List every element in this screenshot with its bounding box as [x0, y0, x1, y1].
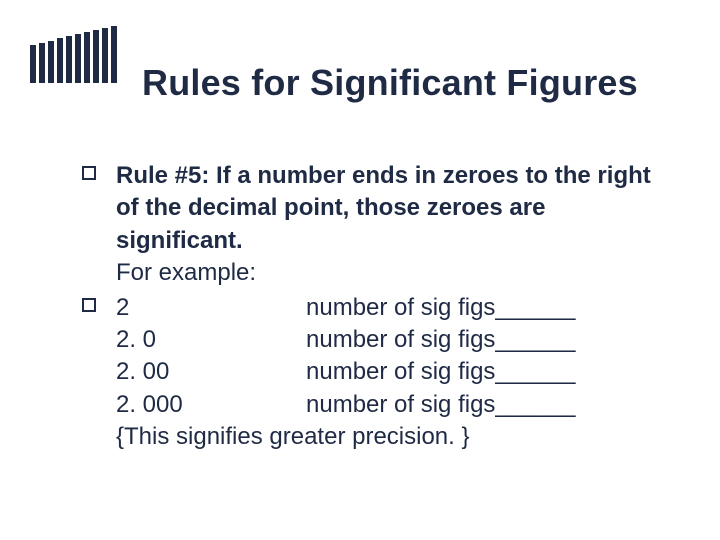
example-label: number of sig figs______	[306, 389, 660, 421]
example-label: number of sig figs______	[306, 292, 660, 324]
decorative-bar	[111, 26, 117, 83]
example-label: number of sig figs______	[306, 324, 660, 356]
decorative-bar	[39, 43, 45, 83]
example-number: 2. 000	[116, 389, 306, 421]
example-number: 2. 00	[116, 356, 306, 388]
decorative-bar	[93, 30, 99, 83]
example-row: 2. 0 number of sig figs______	[116, 324, 660, 356]
example-label: number of sig figs______	[306, 356, 660, 388]
decorative-bar	[102, 28, 108, 83]
bullet-text: 2 number of sig figs______ 2. 0 number o…	[116, 292, 660, 454]
slide: Rules for Significant Figures Rule #5: I…	[0, 0, 720, 540]
bullet-text: Rule #5: If a number ends in zeroes to t…	[116, 160, 660, 290]
example-row: 2. 000 number of sig figs______	[116, 389, 660, 421]
example-number: 2. 0	[116, 324, 306, 356]
square-bullet-icon	[82, 298, 96, 312]
decorative-bar	[66, 36, 72, 83]
bullet-item: Rule #5: If a number ends in zeroes to t…	[82, 160, 660, 290]
slide-content: Rule #5: If a number ends in zeroes to t…	[82, 160, 660, 456]
decorative-bar	[30, 45, 36, 83]
bullet-item: 2 number of sig figs______ 2. 0 number o…	[82, 292, 660, 454]
slide-title: Rules for Significant Figures	[142, 62, 680, 104]
square-bullet-icon	[82, 166, 96, 180]
example-number: 2	[116, 292, 306, 324]
decorative-bars	[30, 26, 117, 83]
bullet-plain-tail: For example:	[116, 259, 256, 286]
bullet-bold-lead: Rule #5: If a number ends in zeroes to t…	[116, 162, 651, 254]
example-row: 2. 00 number of sig figs______	[116, 356, 660, 388]
decorative-bar	[57, 38, 63, 83]
example-row: 2 number of sig figs______	[116, 292, 660, 324]
decorative-bar	[84, 32, 90, 83]
decorative-bar	[48, 41, 54, 83]
footnote: {This signifies greater precision. }	[116, 421, 660, 453]
decorative-bar	[75, 34, 81, 83]
